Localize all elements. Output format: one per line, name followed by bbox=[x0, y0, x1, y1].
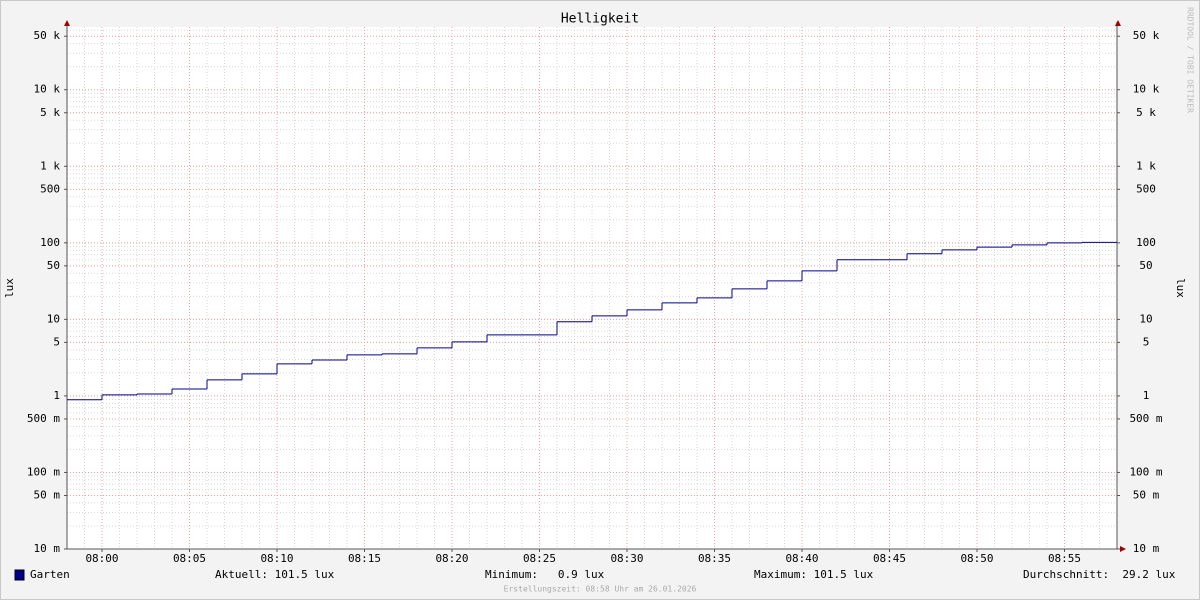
marks bbox=[67, 241, 1117, 401]
y-tick-label: 500 m bbox=[27, 412, 60, 425]
axis-arrow bbox=[1120, 546, 1126, 552]
x-tick-label: 08:40 bbox=[785, 552, 818, 565]
stat: Aktuell: 101.5 lux bbox=[215, 568, 335, 581]
y-tick-label: 50 k bbox=[34, 29, 61, 42]
y2-tick-label: 100 bbox=[1136, 236, 1156, 249]
stat: Maximum: 101.5 lux bbox=[754, 568, 874, 581]
y-tick-label: 50 bbox=[47, 259, 60, 272]
y-tick-label: 100 m bbox=[27, 465, 60, 478]
y2-tick-label: 5 bbox=[1143, 335, 1150, 348]
watermark: RRDTOOL / TOBI OETIKER bbox=[1186, 7, 1195, 113]
y2-tick-label: 100 m bbox=[1129, 465, 1162, 478]
y2-tick-label: 500 bbox=[1136, 182, 1156, 195]
y2-tick-label: 50 bbox=[1139, 259, 1152, 272]
footer: Erstellungszeit: 08:58 Uhr am 26.01.2026 bbox=[504, 585, 697, 594]
grid bbox=[66, 27, 1118, 550]
y2-tick-label: 500 m bbox=[1129, 412, 1162, 425]
y-tick-label: 10 k bbox=[34, 83, 61, 96]
x-tick-label: 08:55 bbox=[1048, 552, 1081, 565]
x-tick-label: 08:50 bbox=[960, 552, 993, 565]
y2-tick-label: 10 k bbox=[1133, 83, 1160, 96]
y-axis-label: lux bbox=[3, 278, 16, 298]
y2-tick-label: 5 k bbox=[1136, 106, 1156, 119]
y2-tick-label: 1 bbox=[1143, 389, 1150, 402]
y-tick-label: 1 bbox=[53, 389, 60, 402]
y-tick-label: 5 k bbox=[40, 106, 60, 119]
x-tick-label: 08:10 bbox=[260, 552, 293, 565]
y-tick-label: 10 bbox=[47, 312, 60, 325]
y-tick-label: 100 bbox=[40, 236, 60, 249]
y2-tick-label: 50 m bbox=[1133, 488, 1160, 501]
y2-axis-label: lux bbox=[1174, 278, 1187, 298]
x-tick-label: 08:00 bbox=[85, 552, 118, 565]
x-tick-label: 08:30 bbox=[610, 552, 643, 565]
y-tick-label: 500 bbox=[40, 182, 60, 195]
y2-tick-label: 10 bbox=[1139, 312, 1152, 325]
y2-tick-label: 50 k bbox=[1133, 29, 1160, 42]
y2-tick-label: 1 k bbox=[1136, 159, 1156, 172]
x-tick-label: 08:15 bbox=[348, 552, 381, 565]
x-tick-label: 08:45 bbox=[873, 552, 906, 565]
stat: Minimum: 0.9 lux bbox=[485, 568, 605, 581]
stat: Durchschnitt: 29.2 lux bbox=[1023, 568, 1176, 581]
legend-label: Garten bbox=[30, 568, 70, 581]
y-tick-label: 5 bbox=[53, 335, 60, 348]
axis-arrow bbox=[64, 20, 70, 26]
y2-tick-label: 10 m bbox=[1133, 542, 1160, 555]
x-tick-label: 08:20 bbox=[435, 552, 468, 565]
axis-arrow bbox=[1115, 20, 1121, 26]
x-tick-label: 08:25 bbox=[523, 552, 556, 565]
chart-title: Helligkeit bbox=[561, 12, 639, 27]
legend-swatch bbox=[14, 569, 25, 581]
x-tick-label: 08:05 bbox=[173, 552, 206, 565]
y-tick-label: 10 m bbox=[34, 542, 61, 555]
x-tick-label: 08:35 bbox=[698, 552, 731, 565]
y-tick-label: 1 k bbox=[40, 159, 60, 172]
y-tick-label: 50 m bbox=[34, 488, 61, 501]
